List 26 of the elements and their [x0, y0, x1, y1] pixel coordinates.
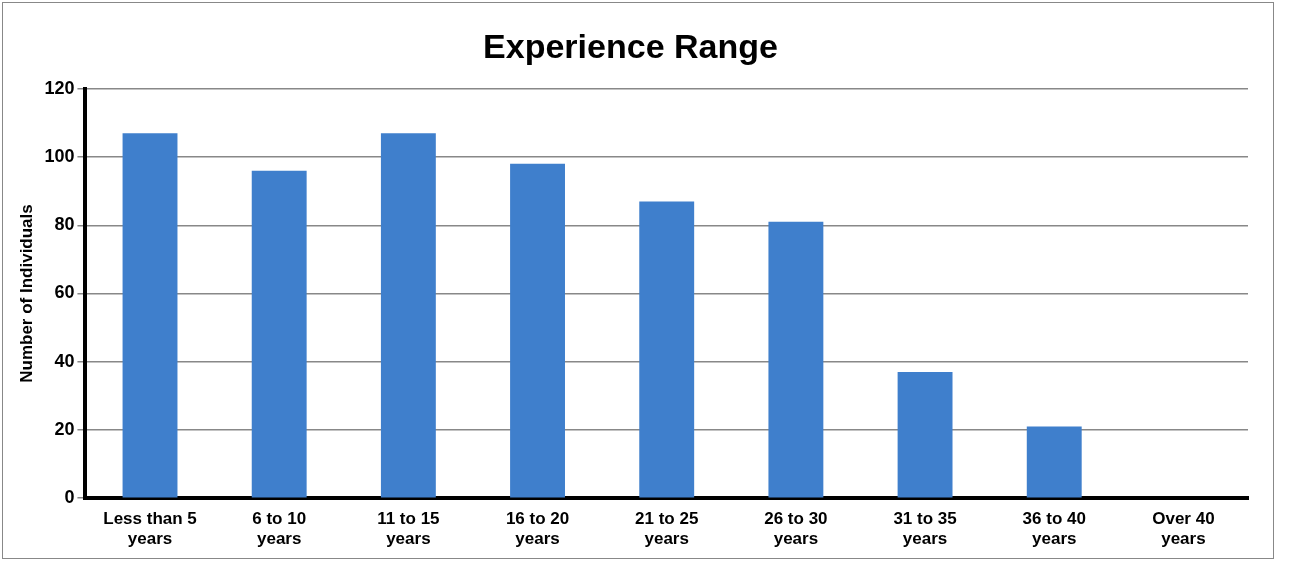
- bar: [1026, 426, 1082, 498]
- x-tick-label: 21 to 25 years: [635, 509, 699, 549]
- chart-title: Experience Range: [483, 26, 778, 65]
- y-tick-label: 120: [44, 77, 75, 98]
- y-tick-label: 100: [44, 146, 75, 166]
- x-tick-label: 36 to 40 years: [1022, 509, 1086, 549]
- bar: [251, 170, 307, 498]
- x-tick-label: 26 to 30 years: [764, 509, 828, 549]
- x-tick-label: 16 to 20 years: [505, 509, 570, 549]
- y-tick-label: 0: [64, 487, 75, 508]
- bar: [380, 133, 436, 498]
- x-tick-label: 11 to 15 years: [377, 509, 440, 549]
- y-tick-label: 40: [54, 350, 75, 371]
- x-tick-label: 6 to 10 years: [252, 509, 307, 549]
- y-tick-label: 60: [54, 282, 75, 303]
- bar: [639, 201, 695, 498]
- bar: [768, 221, 824, 498]
- x-tick-label: Over 40 years: [1152, 509, 1215, 549]
- bar: [897, 371, 953, 498]
- y-axis-title: Number of Individuals: [16, 204, 36, 383]
- y-tick-label: 80: [54, 214, 75, 235]
- x-tick-label: 31 to 35 years: [893, 509, 957, 549]
- bar: [122, 133, 178, 498]
- y-tick-label: 20: [54, 418, 75, 439]
- x-tick-label: Less than 5 years: [103, 509, 197, 549]
- bar: [510, 163, 565, 498]
